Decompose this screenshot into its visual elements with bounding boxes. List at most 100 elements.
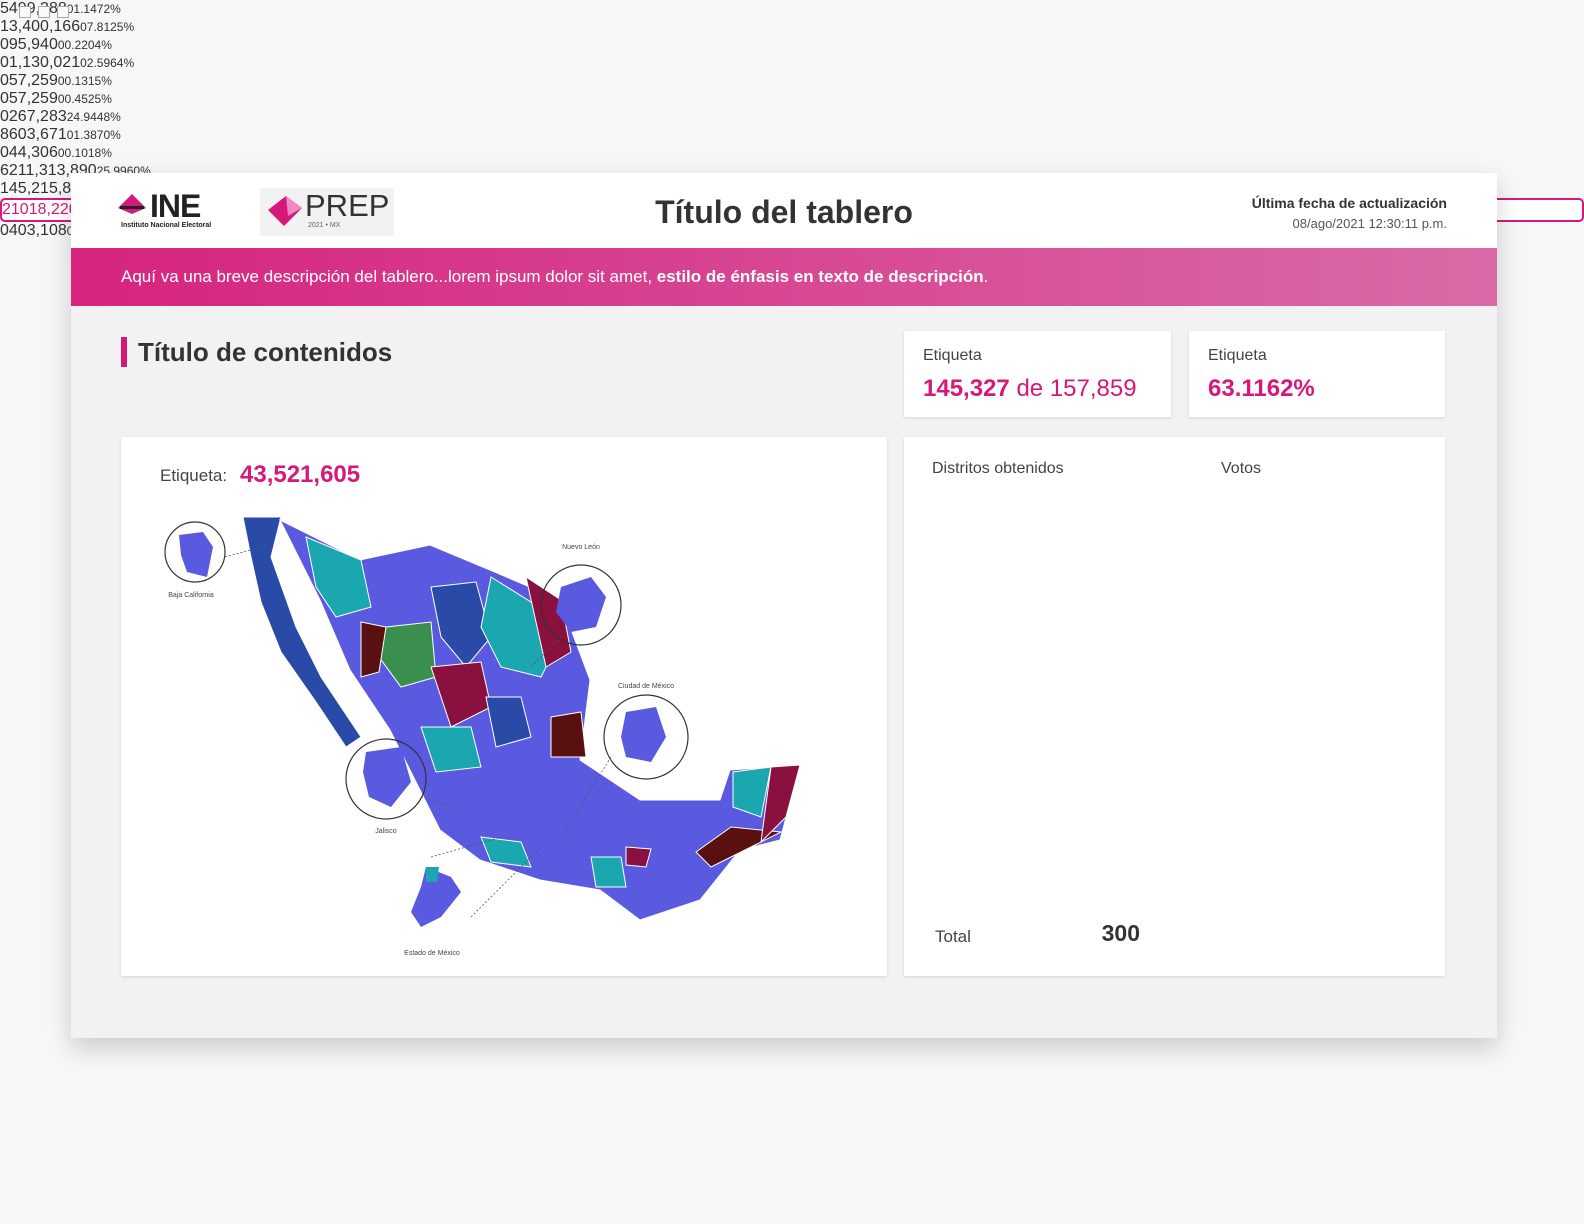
distritos: 0 [0,36,9,53]
description: Aquí va una breve descripción del tabler… [121,267,657,286]
inset-circle [164,521,226,583]
votos: 44,306 [8,144,58,161]
votos: 267,283 [8,108,67,125]
distritos: 0 [0,144,9,161]
table-row: 01,130,02102.5964% [0,6,1584,72]
update-label: Última fecha de actualización [1251,195,1447,211]
table-header: Votos [1221,460,1262,477]
prep-icon [268,196,302,226]
baja-peninsula [242,516,362,748]
table-row: 057,25900.1315% [0,6,1584,90]
table-row: 057,25900.4525% [0,6,1584,108]
stat-card: Etiqueta 145,327 de 157,859 [904,331,1171,417]
votos: 57,259 [8,90,58,107]
stat-number: 145,327 [923,375,1010,402]
inset-circle [540,564,622,646]
state [732,766,772,818]
party-logo [38,6,50,18]
map-value: 43,521,605 [240,461,361,488]
porcentaje: 24.9448% [66,110,121,124]
state [550,711,587,758]
map-label: Etiqueta: [160,466,228,485]
stat-value: 63.1162% [1208,375,1315,402]
votos: 95,940 [8,36,58,53]
state [360,621,387,678]
votos: 1,130,021 [8,54,81,71]
distritos: 14 [0,180,18,197]
porcentaje: 02.5964% [80,56,135,70]
dashboard-title: Título del tablero [655,194,913,230]
map-place-label: Baja California [168,592,214,599]
stat-value: 145,327 de 157,859 [923,375,1137,403]
distritos: 62 [0,162,18,179]
leader-line [530,636,562,668]
table-row: 044,30600.1018% [0,6,1584,162]
state [590,856,627,888]
state [480,836,532,868]
description-emphasis: estilo de énfasis en texto de descripció… [656,267,984,286]
map: Baja California Nuevo León Ciudad de Méx… [164,516,801,957]
votos: 3,400,166 [8,18,81,35]
porcentaje: 00.2204% [57,38,112,52]
ine-icon [118,194,146,214]
state [760,764,801,844]
party-logo [57,6,69,18]
porcentaje: 00.1315% [57,74,112,88]
leader-line [430,836,502,858]
stat-card: Etiqueta 63.1162% [1189,331,1445,417]
inset-shape [179,532,213,577]
table-row: 5499,28801.1472% [0,0,1584,18]
inset-shape [363,747,411,807]
distritos: 0 [0,222,9,239]
inset-shape [621,707,666,762]
porcentaje: 00.1018% [57,146,112,160]
stat-connector: de [1016,375,1044,402]
distritos: 0 [0,90,9,107]
update-date: 08/ago/2021 12:30:11 p.m. [1292,216,1447,231]
distritos: 0 [0,108,9,125]
votos: 603,671 [8,126,67,143]
porcentaje: 00.4525% [57,92,112,106]
distritos: 1 [0,18,9,35]
total-value: 300 [1101,920,1140,946]
ine-logo: INE [150,188,201,224]
map-card: Etiqueta: 43,521,605 [121,437,887,976]
state [695,826,783,868]
content-title: Título de contenidos [138,337,393,367]
table-row: 13,400,16607.8125% [0,6,1584,36]
state [305,536,372,618]
distritos: 0 [0,54,9,71]
party-logo [19,6,31,18]
inset-shape [556,577,606,632]
table-row: 8603,67101.3870% [0,6,1584,144]
inset-circle [345,738,427,820]
state [430,581,492,668]
description-banner: Aquí va una breve descripción del tabler… [71,248,1497,306]
map-place-label: Ciudad de México [618,683,674,690]
prep-subtitle: 2021 • MX [308,222,341,229]
table-row: 0267,28324.9448% [0,6,1584,126]
leader-line [470,846,542,918]
prep-logo: PREP [305,188,390,223]
state [420,726,482,773]
state [480,576,562,678]
description-end: . [983,267,989,286]
porcentaje: 01.3870% [66,128,121,142]
table-card [904,437,1445,976]
leader-line [420,796,452,808]
ine-subtitle: Instituto Nacional Electoral [121,222,212,229]
map-place-label: Jalisco [375,828,397,835]
stat-label: Etiqueta [923,347,982,364]
map-place-label: Nuevo León [562,544,600,551]
distritos: 5 [0,0,9,17]
island-part [426,867,439,882]
porcentaje: 07.8125% [80,20,135,34]
stat-label: Etiqueta [1208,347,1267,364]
distritos: 0 [0,72,9,89]
island [411,867,461,927]
table-row: 095,94000.2204% [0,6,1584,54]
distritos: 210 [2,201,29,218]
porcentaje: 01.1472% [66,2,121,16]
votos: 403,108 [8,222,67,239]
